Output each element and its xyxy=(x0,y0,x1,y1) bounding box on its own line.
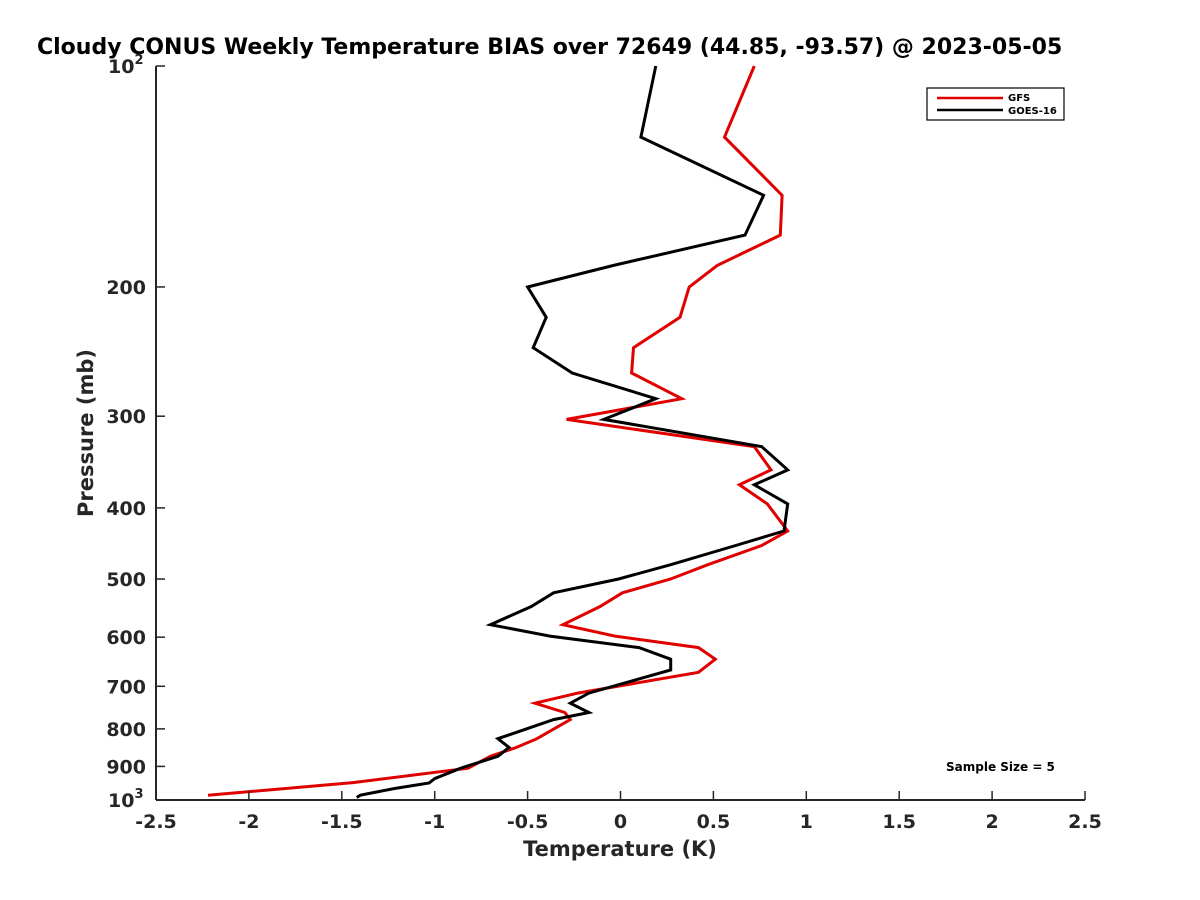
legend-label-gfs: GFS xyxy=(1008,93,1030,104)
x-tick-label: 1.5 xyxy=(882,811,916,833)
x-tick-label: 2.5 xyxy=(1068,811,1102,833)
y-tick-label: 400 xyxy=(106,498,146,520)
sample-size-annotation: Sample Size = 5 xyxy=(946,760,1055,774)
y-ticks: 102 200 300 400 500 600 700 800 900 103 xyxy=(106,53,165,812)
legend-box xyxy=(926,87,1065,121)
y-tick-label: 700 xyxy=(106,676,146,698)
axes xyxy=(155,66,1085,801)
y-tick-exponent: 2 xyxy=(134,53,143,68)
y-tick-exponent: 3 xyxy=(134,787,143,802)
x-ticks: -2.5 -2 -1.5 -1 -0.5 0 0.5 1 1.5 2 2.5 xyxy=(135,791,1102,833)
x-tick-label: 0.5 xyxy=(697,811,731,833)
x-tick-label: -2.5 xyxy=(135,811,177,833)
y-tick-label: 500 xyxy=(106,569,146,591)
y-axis-label: Pressure (mb) xyxy=(74,349,98,517)
x-axis-label: Temperature (K) xyxy=(523,837,717,861)
y-tick-label: 600 xyxy=(106,627,146,649)
series-line-goes16 xyxy=(355,65,791,799)
y-tick-label: 900 xyxy=(106,756,146,778)
x-tick-label: -1.5 xyxy=(321,811,363,833)
x-tick-label: -2 xyxy=(238,811,259,833)
chart-title: Cloudy CONUS Weekly Temperature BIAS ove… xyxy=(37,35,1062,60)
x-tick-label: -0.5 xyxy=(507,811,549,833)
legend-label-goes16: GOES-16 xyxy=(1008,106,1057,117)
y-tick-label: 102 xyxy=(108,53,144,78)
x-tick-label: 0 xyxy=(614,811,627,833)
y-tick-label: 300 xyxy=(106,406,146,428)
series-lines xyxy=(207,65,791,799)
legend: GFS GOES-16 xyxy=(926,87,1065,121)
x-tick-label: 2 xyxy=(985,811,998,833)
series-line-gfs xyxy=(207,65,790,797)
y-tick-label: 200 xyxy=(106,277,146,299)
y-tick-label: 103 xyxy=(108,787,144,812)
x-tick-label: 1 xyxy=(800,811,813,833)
y-tick-label: 800 xyxy=(106,719,146,741)
x-tick-label: -1 xyxy=(424,811,445,833)
